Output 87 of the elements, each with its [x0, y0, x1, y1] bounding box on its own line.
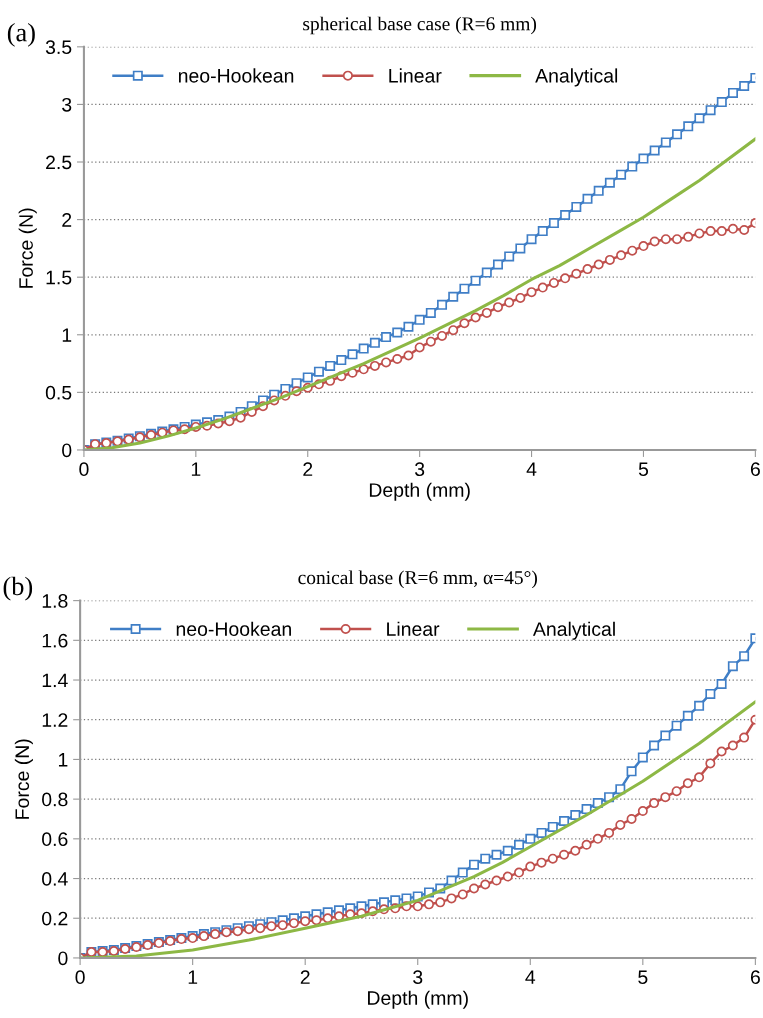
legend-label: Linear: [389, 68, 442, 83]
legend-label: Analytical: [532, 621, 615, 640]
x-axis-title: Depth (mm): [369, 482, 470, 501]
y-tick-label: 1.6: [42, 633, 68, 648]
point: [492, 259, 503, 270]
y-tick-label: 0.5: [45, 385, 72, 400]
point: [336, 355, 347, 366]
point: [548, 218, 559, 229]
y-tick-label: 0: [58, 951, 68, 966]
legend-label: neo-Hookean: [176, 621, 291, 636]
x-tick-label: 1: [191, 462, 201, 476]
x-axis-title: Depth (mm): [368, 990, 468, 1009]
y-tick-label: 0.6: [42, 832, 68, 847]
y-tick-label: 2: [62, 213, 72, 227]
point: [683, 121, 694, 132]
point: [459, 283, 470, 294]
y-tick-label: 0.4: [42, 872, 68, 886]
point: [672, 129, 683, 140]
point: [694, 113, 705, 124]
point: [593, 185, 604, 196]
x-tick-label: 2: [300, 970, 310, 984]
x-tick-label: 1: [188, 970, 198, 984]
x-tick-label: 3: [414, 462, 425, 477]
point: [660, 137, 671, 148]
point: [616, 169, 627, 180]
point: [437, 299, 448, 310]
point: [705, 105, 716, 116]
y-axis-title: Force (N): [18, 208, 37, 288]
y-tick-label: 2.5: [46, 155, 72, 170]
x-tick-label: 3: [413, 970, 423, 985]
point: [358, 343, 369, 354]
y-axis-title: Force (N): [14, 739, 33, 819]
text: (a): [7, 22, 35, 47]
point: [638, 153, 649, 164]
y-tick-label: 3: [62, 97, 72, 112]
point: [313, 366, 324, 377]
point: [448, 291, 459, 302]
point: [481, 267, 492, 278]
x-tick-label: 6: [750, 462, 760, 477]
x-tick-label: 5: [638, 970, 648, 985]
point: [627, 161, 638, 172]
point: [403, 321, 414, 332]
point: [504, 251, 515, 262]
point: [727, 87, 738, 98]
point: [414, 314, 425, 325]
legend-label: Analytical: [535, 68, 618, 87]
x-tick-label: 6: [750, 970, 760, 985]
point: [515, 243, 526, 254]
y-tick-label: 1: [58, 753, 68, 767]
point: [526, 234, 537, 245]
y-tick-label: 1: [62, 328, 72, 342]
text: (b): [3, 576, 33, 601]
x-tick-label: 4: [526, 462, 537, 476]
y-tick-label: 0.2: [42, 911, 68, 926]
chart-title: spherical base case (R=6 mm): [303, 16, 537, 35]
y-tick-label: 3.5: [45, 40, 72, 55]
y-tick-label: 1.2: [42, 713, 68, 727]
x-tick-label: 2: [303, 462, 313, 476]
point: [347, 349, 358, 360]
point: [325, 360, 336, 371]
point: [291, 378, 302, 389]
legend-label: Linear: [387, 621, 440, 636]
point: [537, 226, 548, 237]
point: [392, 327, 403, 338]
point: [560, 209, 571, 220]
point: [604, 177, 615, 188]
y-tick-label: 1.8: [42, 594, 68, 608]
point: [716, 97, 727, 108]
x-tick-label: 0: [75, 970, 85, 985]
y-tick-label: 1.5: [46, 270, 72, 285]
y-tick-label: 0.8: [42, 792, 68, 807]
point: [571, 201, 582, 212]
point: [649, 145, 660, 156]
chart-title: conical base (R=6 mm, α=45°): [298, 570, 537, 589]
x-tick-label: 4: [525, 970, 536, 984]
y-tick-label: 0: [62, 443, 72, 458]
point: [381, 332, 392, 343]
x-tick-label: 0: [79, 462, 89, 477]
x-tick-label: 5: [638, 462, 649, 477]
point: [470, 275, 481, 286]
y-tick-label: 1.4: [42, 673, 68, 688]
point: [582, 193, 593, 204]
legend-label: neo-Hookean: [178, 68, 294, 83]
point: [739, 80, 750, 91]
point: [425, 307, 436, 318]
point: [302, 372, 313, 383]
point: [369, 337, 380, 348]
